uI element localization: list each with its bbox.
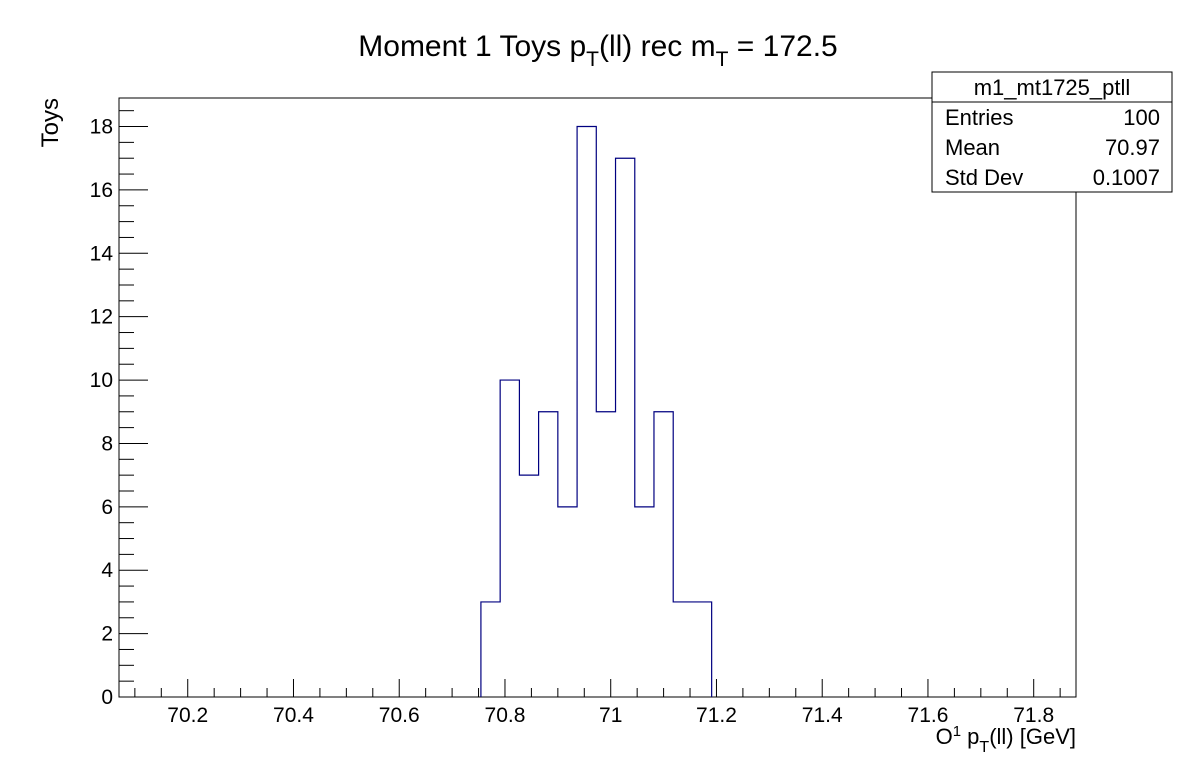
stats-mean-value: 70.97 xyxy=(1105,135,1160,160)
x-label-part-post: (ll) [GeV] xyxy=(989,724,1076,749)
x-tick-label: 70.4 xyxy=(273,704,314,727)
x-tick-label: 71.8 xyxy=(1013,704,1054,727)
y-axis-label: Toys xyxy=(37,98,64,147)
stats-entries-value: 100 xyxy=(1123,105,1160,130)
histogram-bin-6 xyxy=(596,412,615,697)
histogram-bin-1 xyxy=(500,380,519,697)
x-tick-label: 71.4 xyxy=(802,704,843,727)
histogram-outline xyxy=(480,125,713,697)
x-tick-label: 71.6 xyxy=(908,704,949,727)
x-tick-label: 71.2 xyxy=(696,704,737,727)
stats-box: m1_mt1725_ptll Entries 100 Mean 70.97 St… xyxy=(931,71,1173,193)
histogram-bin-5 xyxy=(577,127,596,697)
stats-stddev-value: 0.1007 xyxy=(1093,165,1160,190)
y-tick-label: 6 xyxy=(101,496,113,519)
x-tick-label: 70.8 xyxy=(485,704,526,727)
chart-title: Moment 1 Toys pT(ll) rec mT = 172.5 xyxy=(358,30,837,71)
histogram-bin-3 xyxy=(539,412,558,697)
histogram-bin-8 xyxy=(635,507,654,697)
x-label-subscript: T xyxy=(979,739,989,756)
histogram-bin-4 xyxy=(558,507,577,697)
y-tick-label: 0 xyxy=(101,686,113,709)
stats-entries-label: Entries xyxy=(945,105,1013,130)
y-tick-label: 14 xyxy=(90,242,114,265)
y-tick-label: 16 xyxy=(90,179,113,202)
y-axis-ticks: 0 2 4 6 8 10 12 14 16 18 xyxy=(90,110,148,709)
x-label-part-pre: O xyxy=(936,724,953,749)
histogram-bin-11 xyxy=(692,602,711,697)
stats-box-border xyxy=(931,71,1173,193)
y-tick-label: 10 xyxy=(90,369,113,392)
title-part-mid: (ll) rec m xyxy=(599,30,716,63)
stats-box-name: m1_mt1725_ptll xyxy=(974,75,1131,100)
x-label-superscript: 1 xyxy=(953,723,961,740)
y-tick-label: 2 xyxy=(101,623,113,646)
title-subscript-t-mass: T xyxy=(716,48,729,71)
x-axis-label: O1 pT(ll) [GeV] xyxy=(936,723,1076,756)
y-tick-label: 4 xyxy=(101,559,113,582)
y-tick-label: 8 xyxy=(101,432,113,455)
histogram-bin-9 xyxy=(654,412,673,697)
x-tick-label: 70.6 xyxy=(379,704,420,727)
x-axis-ticks: 70.2 70.4 70.6 70.8 71 71.2 71.4 71.6 71.8 xyxy=(134,679,1061,727)
x-label-part-mid: p xyxy=(961,724,979,749)
x-tick-label: 71 xyxy=(599,704,622,727)
histogram-bin-10 xyxy=(673,602,692,697)
x-tick-label: 70.2 xyxy=(167,704,208,727)
y-tick-label: 18 xyxy=(90,116,113,139)
histogram-bins xyxy=(481,127,712,697)
title-part-suffix: = 172.5 xyxy=(728,30,837,63)
histogram-bin-2 xyxy=(519,475,538,697)
histogram-bin-0 xyxy=(481,602,500,697)
y-tick-label: 12 xyxy=(90,306,113,329)
title-part-prefix: Moment 1 Toys p xyxy=(358,30,586,63)
title-subscript-t: T xyxy=(586,48,599,71)
histogram-bin-7 xyxy=(616,158,635,697)
plot-frame xyxy=(118,97,1077,698)
stats-stddev-label: Std Dev xyxy=(945,165,1023,190)
stats-mean-label: Mean xyxy=(945,135,1000,160)
